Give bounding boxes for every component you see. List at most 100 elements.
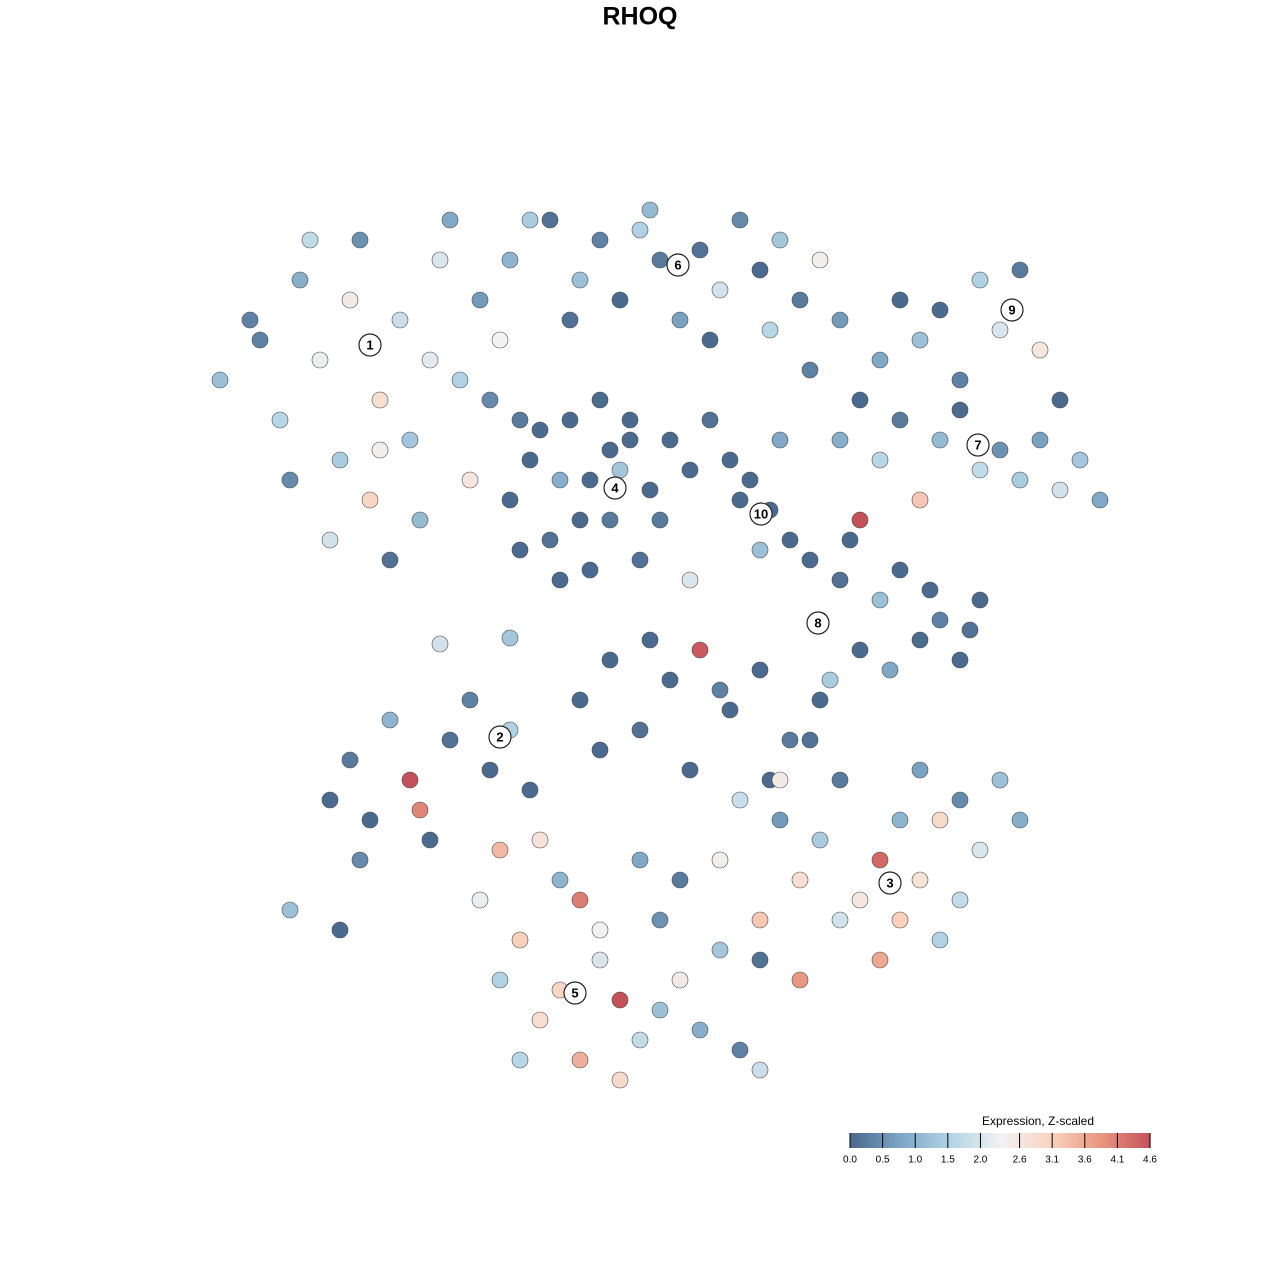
cluster-badge [563,981,587,1005]
point [611,991,629,1009]
point [541,211,559,229]
point [641,201,659,219]
point [471,891,489,909]
point [971,271,989,289]
colorbar: Expression, Z-scaled 0.0 0.5 1.0 1.5 2.0 2.6 3… [843,1114,1157,1165]
cluster-label: 3 [886,875,893,890]
colorbar-segment [955,1133,959,1148]
point [441,211,459,229]
point [521,781,539,799]
point [321,531,339,549]
point [1051,481,1069,499]
point [951,791,969,809]
point [1091,491,1109,509]
point [701,331,719,349]
point [641,481,659,499]
colorbar-segment [1096,1133,1100,1148]
cluster-label: 10 [754,506,768,521]
point [591,741,609,759]
point [461,471,479,489]
colorbar-segment [940,1133,944,1148]
point [351,851,369,869]
point [551,871,569,889]
point [371,391,389,409]
point [591,951,609,969]
point [831,771,849,789]
colorbar-segment [1117,1133,1121,1148]
point [581,561,599,579]
point [321,791,339,809]
point [501,629,519,647]
point [691,241,709,259]
point [751,911,769,929]
point [1011,261,1029,279]
colorbar-segment [1102,1133,1106,1148]
colorbar-segment [1063,1133,1067,1148]
point [661,431,679,449]
point [651,1001,669,1019]
colorbar-segment [1147,1133,1151,1148]
point [781,531,799,549]
colorbar-segment [1072,1133,1076,1148]
point [341,291,359,309]
point [711,941,729,959]
colorbar-segment [1012,1133,1016,1148]
point [891,291,909,309]
chart-title: RHOQ [603,3,678,31]
point [601,511,619,529]
colorbar-segment [901,1133,905,1148]
colorbar-tick-label: 2.0 [973,1155,987,1166]
point [851,641,869,659]
colorbar-segment [880,1133,884,1148]
colorbar-segment [1027,1133,1031,1148]
colorbar-segment [994,1133,998,1148]
point [661,671,679,689]
point [871,851,889,869]
point [891,411,909,429]
point [771,771,789,789]
point [1071,451,1089,469]
colorbar-segment [1129,1133,1133,1148]
colorbar-tick-label: 2.6 [1013,1155,1027,1166]
point [1051,391,1069,409]
colorbar-segment [1084,1133,1088,1148]
point [991,441,1009,459]
point [751,261,769,279]
point [501,491,519,509]
colorbar-tick-label: 1.5 [941,1155,955,1166]
point [501,251,519,269]
point [801,361,819,379]
point [381,551,399,569]
cluster-badge [1000,298,1024,322]
colorbar-segment [1105,1133,1109,1148]
colorbar-segment [1090,1133,1094,1148]
colorbar-segment [1099,1133,1103,1148]
point [741,471,759,489]
point [391,311,409,329]
colorbar-segment [934,1133,938,1148]
point [631,551,649,569]
point [801,731,819,749]
colorbar-segment [1108,1133,1112,1148]
point [1031,431,1049,449]
point [931,811,949,829]
colorbar-segment [856,1133,860,1148]
point [571,691,589,709]
point [531,421,549,439]
point [831,311,849,329]
point [921,581,939,599]
point [571,511,589,529]
point [851,391,869,409]
point [731,791,749,809]
point [471,291,489,309]
point [911,871,929,889]
colorbar-segment [853,1133,857,1148]
point [871,951,889,969]
colorbar-segment [1042,1133,1046,1148]
point [611,1071,629,1089]
colorbar-segment [1111,1133,1115,1148]
colorbar-segment [916,1133,920,1148]
point [241,311,259,329]
colorbar-segment [949,1133,953,1148]
point [751,951,769,969]
